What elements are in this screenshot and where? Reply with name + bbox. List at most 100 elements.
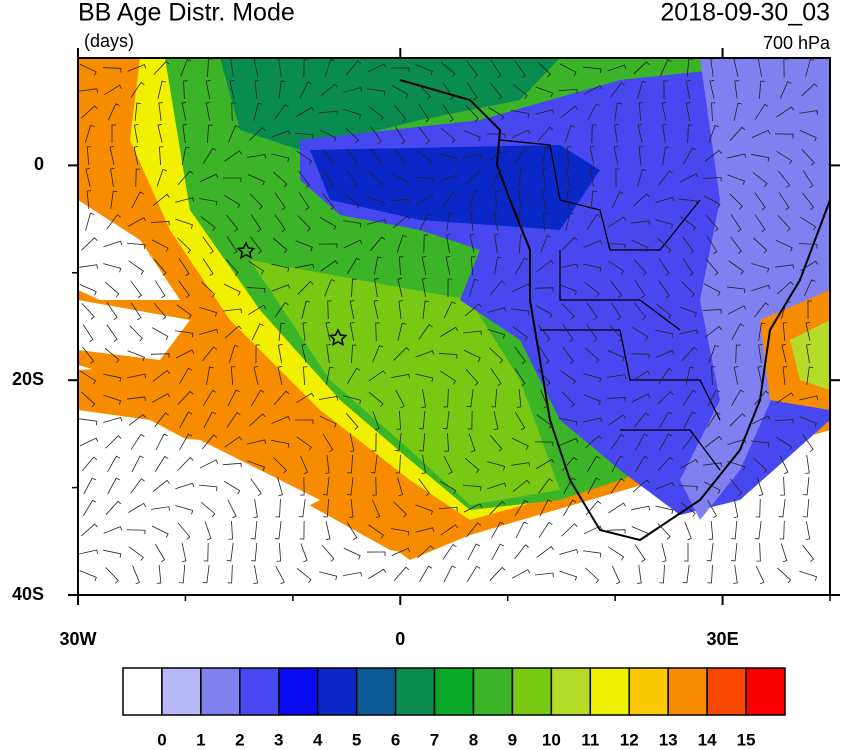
wind-barb <box>422 300 430 319</box>
wind-barb <box>637 565 642 584</box>
wind-barb <box>278 80 286 99</box>
y-tick-label: 0 <box>34 154 44 174</box>
wind-barb <box>126 529 146 535</box>
wind-barb <box>177 170 194 186</box>
wind-barb <box>439 174 459 182</box>
wind-barb <box>249 127 266 141</box>
wind-barb <box>179 367 193 385</box>
wind-barb <box>559 438 579 446</box>
wind-barb <box>486 133 506 139</box>
wind-barbs <box>79 58 819 585</box>
wind-barb <box>584 281 600 298</box>
wind-barb <box>540 235 552 253</box>
wind-barb <box>711 366 716 386</box>
wind-barb <box>129 325 143 342</box>
wind-barb <box>157 123 163 143</box>
wind-barb <box>128 260 144 275</box>
wind-barb <box>446 234 451 253</box>
wind-barb <box>397 277 403 297</box>
wind-barb <box>566 190 571 209</box>
wind-barb <box>634 302 647 320</box>
wind-barb <box>325 321 331 341</box>
wind-barb <box>83 477 96 495</box>
wind-barb <box>274 521 282 540</box>
title: BB Age Distr. Mode <box>78 0 295 27</box>
wind-barb <box>250 236 263 254</box>
wind-barb <box>296 436 312 451</box>
wind-barb <box>727 305 747 315</box>
wind-barb <box>227 499 237 519</box>
wind-barb <box>567 146 572 166</box>
wind-barb <box>183 80 188 100</box>
wind-barb <box>222 462 242 468</box>
wind-barb <box>516 389 522 408</box>
wind-barb <box>584 347 600 364</box>
wind-barb <box>558 88 578 94</box>
wind-barb <box>391 85 409 99</box>
wind-barb <box>633 61 650 75</box>
wind-barb <box>679 458 699 469</box>
wind-barb <box>560 105 578 118</box>
wind-barb <box>734 80 739 99</box>
wind-barb <box>247 174 265 186</box>
wind-barb <box>659 564 665 584</box>
wind-barb <box>754 192 766 211</box>
wind-barb <box>539 499 552 517</box>
wind-barb <box>511 283 531 293</box>
wind-barb <box>392 215 410 229</box>
wind-barb <box>370 455 378 474</box>
wind-barb <box>130 302 142 321</box>
wind-barb <box>297 280 314 295</box>
wind-barb <box>686 58 693 77</box>
wind-barb <box>224 195 241 209</box>
wind-barb <box>606 243 626 249</box>
wind-barb <box>658 170 673 186</box>
field-white-streak <box>90 430 320 510</box>
wind-barb <box>805 521 811 540</box>
wind-barb <box>708 520 714 540</box>
wind-barb <box>423 234 429 254</box>
wind-barb <box>419 565 433 582</box>
wind-barb <box>81 456 98 472</box>
wind-barb <box>610 478 625 494</box>
wind-barb <box>249 413 266 427</box>
wind-barb <box>347 367 361 384</box>
wind-barb <box>390 198 410 204</box>
wind-barb <box>468 433 476 453</box>
wind-barb <box>372 499 381 519</box>
wind-barb <box>415 527 435 533</box>
wind-barb <box>83 499 97 516</box>
colorbar-box <box>433 667 475 716</box>
wind-barb <box>130 478 145 494</box>
wind-barb <box>248 260 265 275</box>
y-tick-label: 20S <box>12 369 44 389</box>
wind-barb <box>559 263 579 269</box>
wind-barb <box>561 523 578 537</box>
wind-barb <box>367 88 386 96</box>
wind-barb <box>366 551 386 557</box>
wind-barb <box>633 193 650 207</box>
wind-barb <box>634 544 646 563</box>
wind-barb <box>158 102 163 121</box>
wind-barb <box>397 322 407 341</box>
wind-barb <box>727 153 747 159</box>
wind-barb <box>205 79 211 99</box>
wind-barb <box>199 484 218 491</box>
wind-barb <box>247 154 266 159</box>
wind-barb <box>103 240 123 248</box>
wind-barb <box>393 501 407 518</box>
wind-barb <box>702 309 722 314</box>
wind-barb <box>780 476 785 496</box>
wind-barb <box>560 370 576 385</box>
wind-barb <box>682 565 690 584</box>
wind-barb <box>127 217 147 227</box>
wind-barb <box>273 390 290 406</box>
wind-barb <box>199 306 218 317</box>
wind-barb <box>319 415 337 428</box>
wind-barb <box>807 300 813 320</box>
wind-barb <box>491 521 505 539</box>
wind-barb <box>805 455 810 474</box>
wind-barb <box>324 58 335 77</box>
wind-barb <box>154 280 166 299</box>
wind-barb <box>81 303 95 320</box>
